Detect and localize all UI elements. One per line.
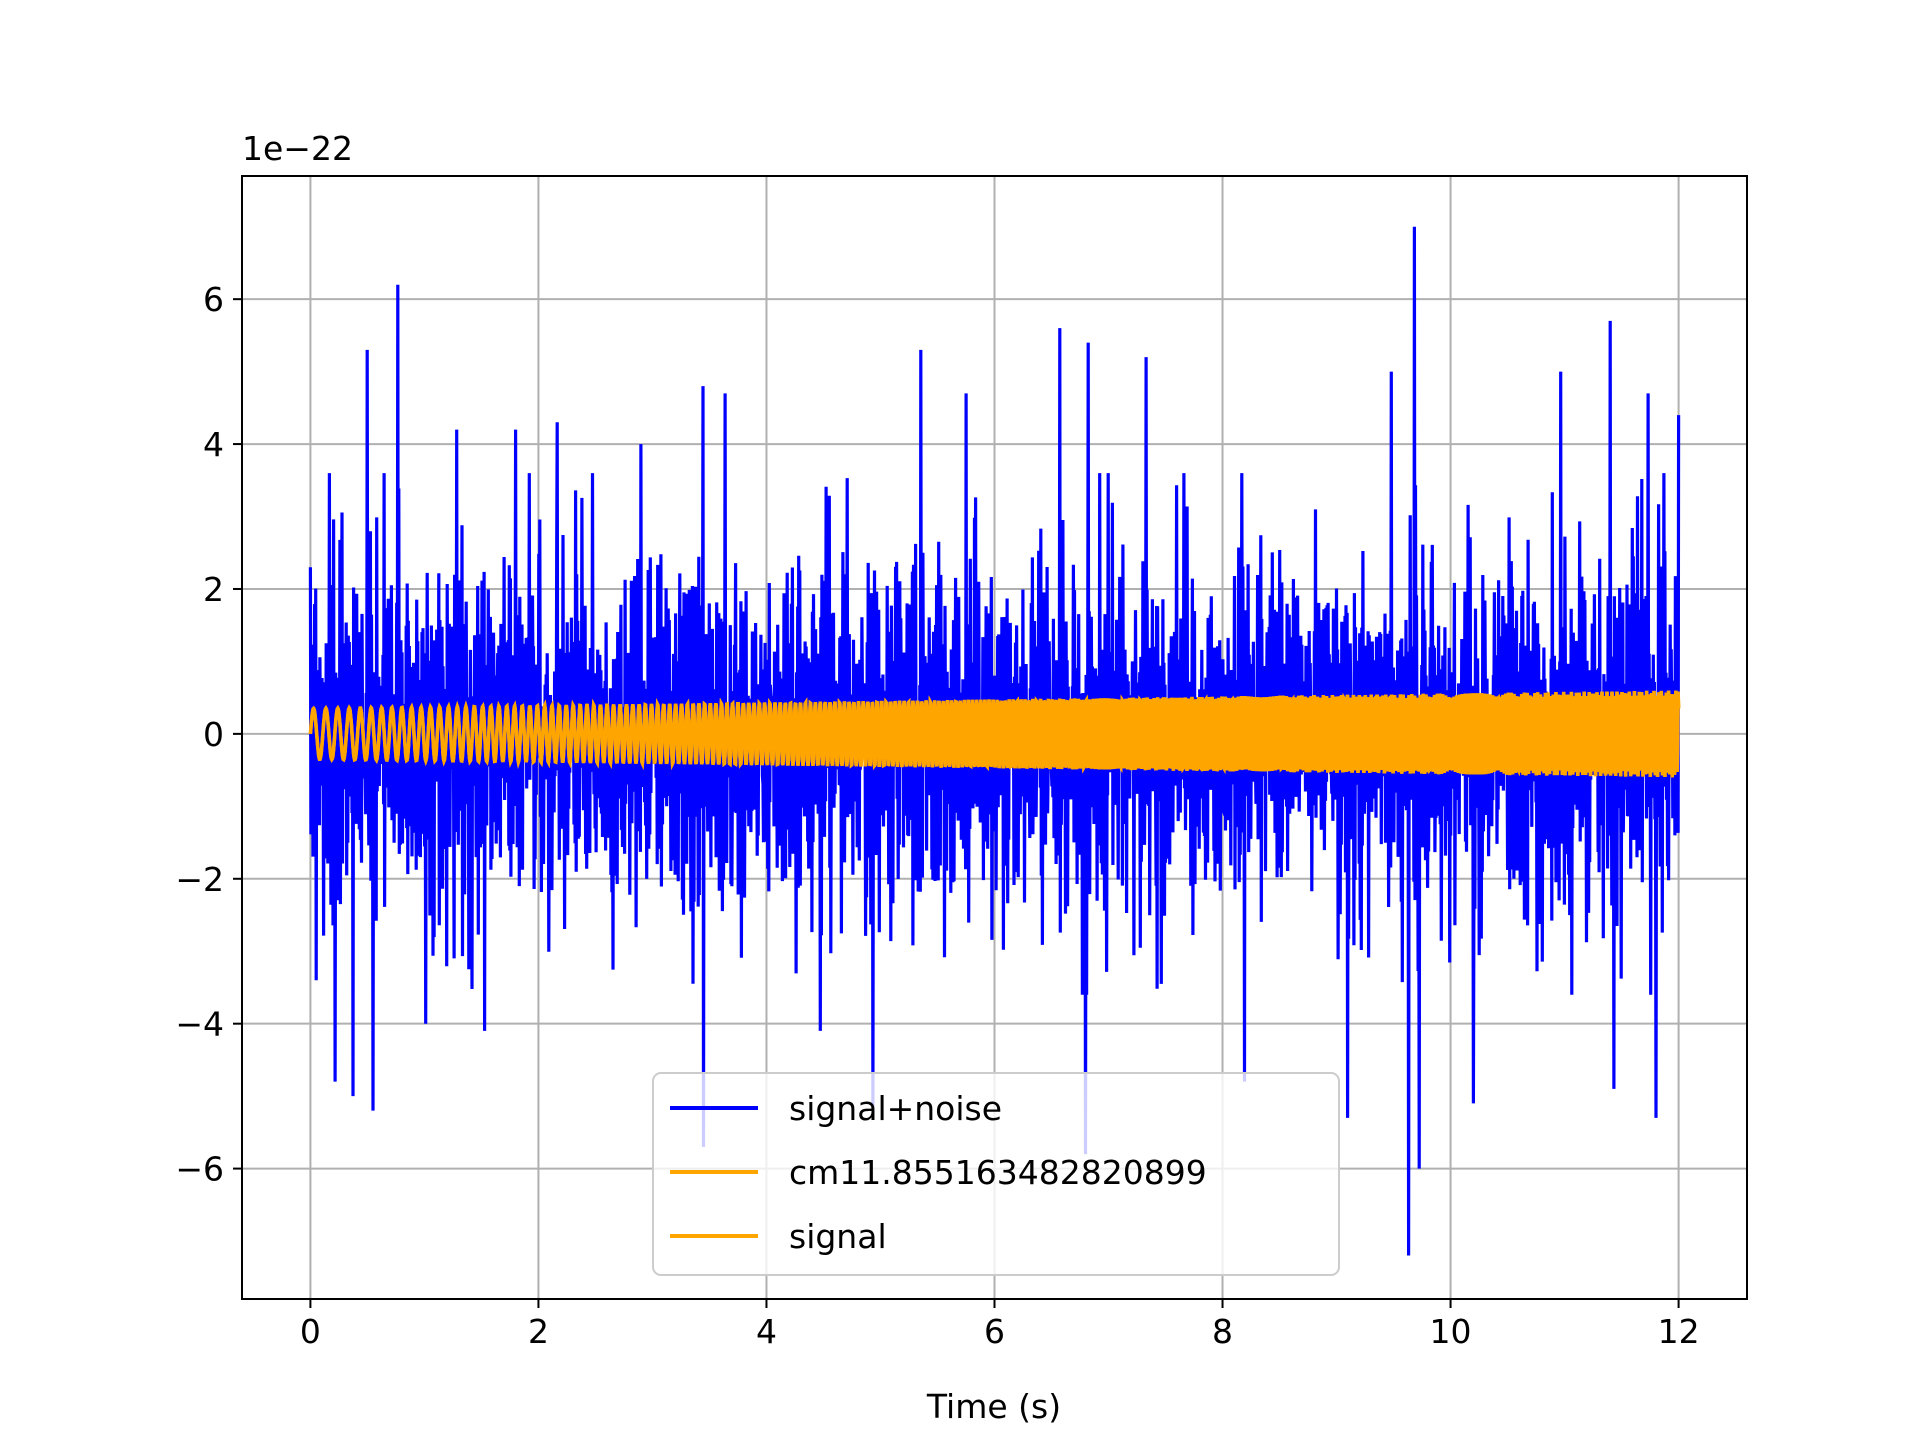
series-line-signal [308,690,1681,778]
y-tick-label: 0 [203,715,224,754]
legend-label-cm: cm11.855163482820899 [789,1153,1207,1192]
x-tick-label: 10 [1430,1312,1472,1351]
legend-label-signal: signal [789,1217,887,1256]
y-tick-label: 6 [203,280,224,319]
y-tick-label: 2 [203,570,224,609]
y-tick-label: −4 [175,1005,224,1044]
legend: signal+noise cm11.855163482820899 signal [652,1072,1340,1276]
x-tick-label: 4 [756,1312,777,1351]
ticks: 0 2 4 6 8 10 12 −6 −4 −2 0 2 4 6 [175,280,1699,1351]
legend-box [652,1072,1340,1276]
legend-label-signal-noise: signal+noise [789,1089,1002,1128]
x-axis-label: Time (s) [926,1387,1061,1426]
series-line-signal-noise [308,226,1681,1256]
y-tick-label: −2 [175,860,224,899]
y-tick-label: 4 [203,425,224,464]
series-layer [308,226,1681,1256]
x-tick-label: 2 [528,1312,549,1351]
y-offset-text: 1e−22 [242,129,353,168]
x-tick-label: 12 [1658,1312,1700,1351]
y-tick-label: −6 [175,1150,224,1189]
x-tick-label: 6 [984,1312,1005,1351]
x-tick-label: 8 [1212,1312,1233,1351]
x-tick-label: 0 [300,1312,321,1351]
